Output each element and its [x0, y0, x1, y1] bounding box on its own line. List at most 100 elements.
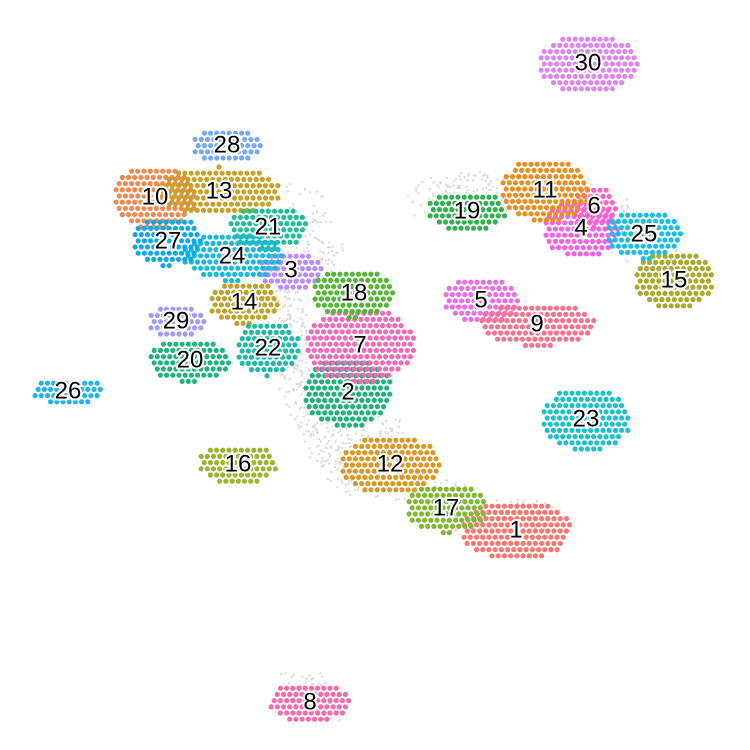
cluster-point [252, 296, 259, 302]
cluster-point [572, 421, 578, 427]
cluster-point [324, 716, 330, 722]
cluster-point [486, 207, 492, 213]
cluster-point [225, 289, 231, 295]
cluster-point [245, 143, 251, 149]
background-point [295, 368, 299, 371]
cluster-point [699, 266, 705, 272]
cluster-point [690, 284, 696, 290]
background-point [390, 430, 393, 433]
cluster-point [483, 225, 489, 231]
background-point [338, 719, 341, 722]
background-point [303, 403, 307, 406]
cluster-point [529, 522, 535, 528]
cluster-point [214, 130, 220, 136]
background-point [292, 387, 295, 390]
cluster-point [431, 523, 437, 530]
cluster-point [234, 221, 240, 227]
cluster-point [166, 176, 172, 182]
cluster-point [600, 390, 606, 396]
cluster-point [386, 310, 392, 316]
background-point [300, 374, 304, 377]
cluster-point [198, 366, 204, 372]
cluster-point [361, 335, 367, 341]
cluster-point [480, 279, 486, 285]
cluster-point [665, 284, 671, 290]
cluster-point [565, 186, 571, 192]
cluster-point [502, 298, 508, 304]
cluster-point [465, 298, 471, 304]
cluster-point [144, 219, 151, 225]
cluster-point [449, 292, 455, 298]
background-point [322, 241, 325, 245]
cluster-point [201, 319, 207, 325]
background-point [543, 527, 546, 530]
cluster-point [132, 174, 138, 180]
background-point [445, 177, 449, 180]
cluster-point [290, 259, 296, 265]
cluster-point [600, 193, 606, 199]
cluster-point [543, 232, 549, 238]
cluster-point [166, 263, 172, 269]
cluster-point [41, 386, 48, 392]
cluster-point [597, 187, 603, 193]
background-point [403, 448, 406, 452]
cluster-point [456, 523, 462, 530]
cluster-point [248, 466, 254, 472]
cluster-point [553, 211, 559, 217]
cluster-point [221, 308, 228, 314]
cluster-point [374, 404, 380, 410]
cluster-point [471, 310, 477, 316]
background-point [280, 319, 283, 323]
cluster-point [350, 391, 356, 397]
cluster-point [355, 296, 362, 302]
cluster-point [232, 234, 238, 240]
background-point [320, 449, 323, 452]
cluster-point [650, 266, 656, 272]
cluster-point [622, 409, 628, 415]
background-point [308, 456, 312, 459]
cluster-point [462, 292, 468, 298]
cluster-label-4: 4 [574, 215, 587, 242]
cluster-point [154, 225, 160, 231]
cluster-point [562, 192, 568, 198]
cluster-point [563, 324, 569, 330]
cluster-point [431, 499, 437, 505]
cluster-point [204, 453, 210, 459]
cluster-point [389, 341, 395, 347]
cluster-point [425, 511, 431, 517]
cluster-point [616, 49, 622, 55]
cluster-point [671, 218, 677, 224]
cluster-point [271, 272, 278, 278]
cluster-point [191, 225, 197, 231]
cluster-point [474, 279, 480, 285]
cluster-point [119, 187, 125, 193]
cluster-point [342, 323, 348, 329]
cluster-point [693, 253, 699, 259]
cluster-point [279, 342, 286, 348]
background-point [491, 185, 495, 188]
cluster-point [182, 347, 188, 353]
cluster-point [229, 136, 235, 142]
cluster-point [399, 487, 405, 493]
cluster-point [333, 341, 339, 347]
cluster-point [256, 289, 262, 295]
cluster-point [549, 232, 555, 238]
cluster-point [324, 296, 331, 302]
cluster-point [358, 329, 364, 335]
cluster-point [594, 218, 600, 224]
cluster-point [179, 341, 185, 347]
cluster-point [293, 278, 299, 284]
background-point [360, 339, 363, 343]
cluster-point [333, 698, 339, 704]
cluster-point [222, 253, 228, 259]
cluster-point [222, 240, 228, 246]
cluster-label-14: 14 [231, 289, 258, 316]
cluster-point [339, 366, 345, 372]
cluster-point [407, 354, 413, 360]
cluster-point [523, 547, 529, 553]
cluster-point [311, 360, 317, 366]
cluster-point [634, 284, 640, 290]
cluster-point [398, 347, 404, 353]
cluster-label-17: 17 [433, 495, 460, 522]
cluster-point [532, 503, 539, 509]
